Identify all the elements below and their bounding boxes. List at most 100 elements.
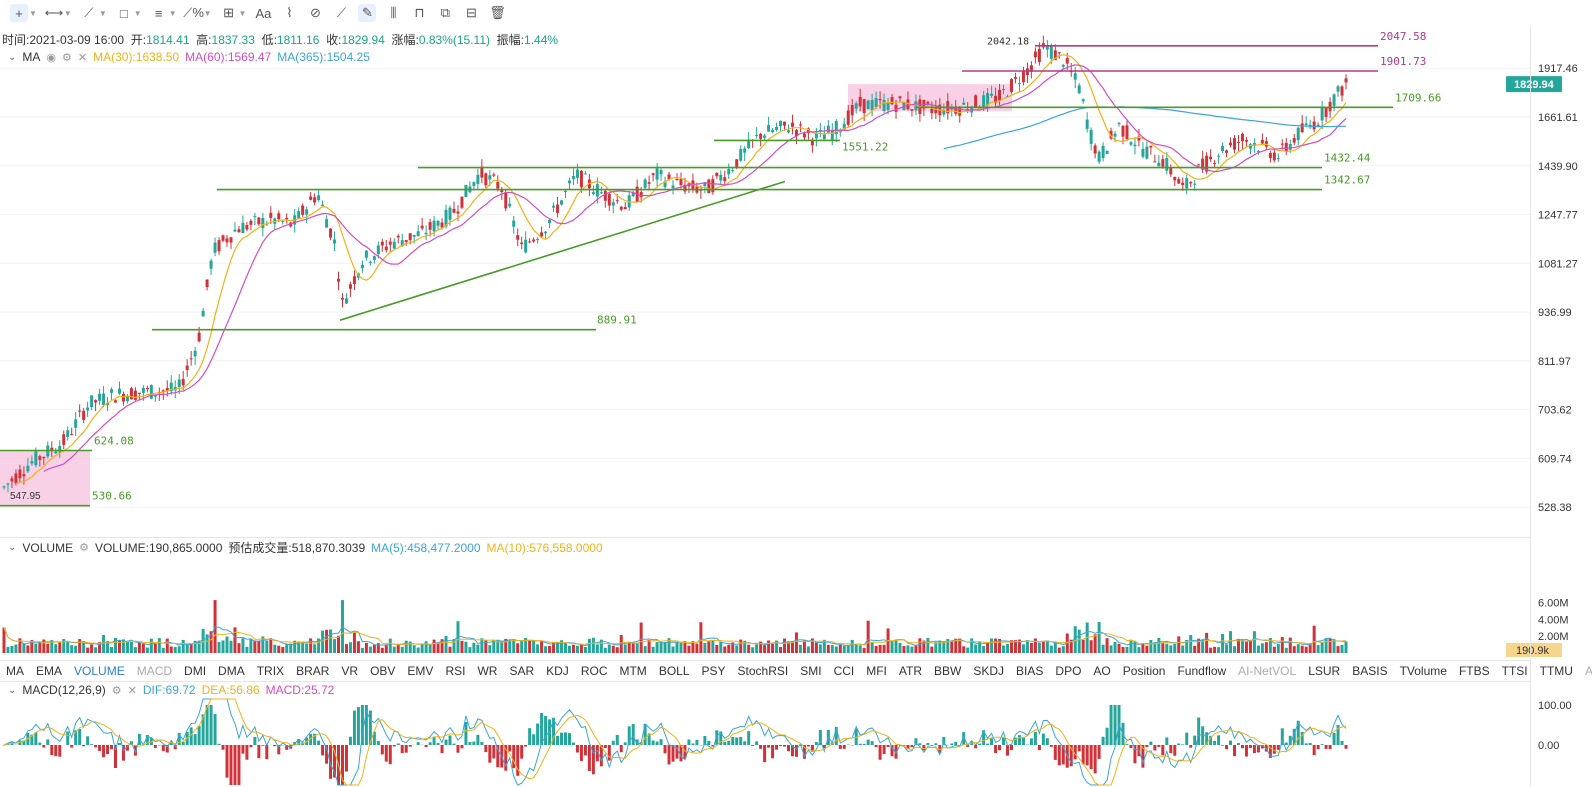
collapse-chevron-icon[interactable]: ⌄ (8, 684, 17, 696)
hide-drawings-button[interactable]: ⊟ (458, 2, 484, 24)
price-chart[interactable]: 1917.46 1661.61 1439.90 1247.77 1081.27 936.9… (0, 26, 1592, 538)
tab-trix[interactable]: TRIX (256, 664, 285, 678)
tab-psy[interactable]: PSY (701, 664, 726, 678)
dropdown-caret-icon[interactable]: ▼ (29, 8, 37, 18)
tab-tvolume[interactable]: TVolume (1399, 664, 1447, 678)
volume-chart[interactable]: 6.00M 4.00M 2.00M 190.9k (0, 553, 1592, 659)
tab-ma[interactable]: MA (6, 664, 24, 678)
dropdown-caret-icon[interactable]: ▼ (63, 8, 72, 18)
pattern-button[interactable]: ⌇ (276, 2, 302, 24)
ticks-button[interactable]: ⫼ (380, 2, 406, 24)
macd-bar (986, 743, 990, 745)
volume-bar (325, 629, 329, 653)
collapse-chevron-icon[interactable]: ⌄ (8, 51, 17, 63)
settings-icon[interactable]: ⚙ (79, 542, 89, 554)
macd-bar (1284, 742, 1288, 745)
macd-bar (651, 740, 655, 745)
macd-bar (512, 745, 516, 769)
tab-position[interactable]: Position (1122, 664, 1166, 678)
tab-rsi[interactable]: RSI (445, 664, 466, 678)
tab-dpo[interactable]: DPO (1055, 664, 1082, 678)
candle-body (1225, 150, 1229, 153)
volume-bar (432, 639, 436, 653)
tab-ao[interactable]: AO (1093, 664, 1111, 678)
dropdown-caret-icon[interactable]: ▼ (168, 8, 177, 18)
tab-boll[interactable]: BOLL (658, 664, 690, 678)
collapse-chevron-icon[interactable]: ⌄ (8, 542, 17, 553)
macd-bar (1109, 705, 1113, 745)
fibonacci-button[interactable]: ⟋% ▼ (181, 2, 216, 24)
dropdown-caret-icon[interactable]: ▼ (133, 8, 142, 18)
horizontal-ray-button[interactable]: ⟷ ▼ (41, 2, 76, 24)
tab-obv[interactable]: OBV (370, 664, 396, 678)
candle-body (205, 279, 209, 288)
macd-bar (783, 745, 787, 747)
close-icon[interactable]: ✕ (127, 684, 137, 697)
tab-mfi[interactable]: MFI (866, 664, 887, 678)
tab-ttsi[interactable]: TTSI (1501, 664, 1528, 678)
candle-body (368, 261, 372, 263)
volume-bar (253, 640, 257, 653)
tab-fundflow[interactable]: Fundflow (1177, 664, 1227, 678)
tab-vr[interactable]: VR (341, 664, 359, 678)
eye-icon[interactable]: ◉ (46, 51, 56, 64)
tab-stochrsi[interactable]: StochRSI (737, 664, 789, 678)
macd-chart[interactable]: 100.00 0.00 (0, 697, 1592, 787)
dropdown-caret-icon[interactable]: ▼ (238, 8, 247, 18)
tab-ema[interactable]: EMA (36, 664, 63, 678)
tab-sar[interactable]: SAR (509, 664, 535, 678)
tab-brar[interactable]: BRAR (296, 664, 330, 678)
dropdown-caret-icon[interactable]: ▼ (98, 8, 107, 18)
text-button[interactable]: Aa (250, 2, 276, 24)
volume-bar (356, 641, 360, 653)
close-icon[interactable]: ✕ (77, 51, 88, 64)
candle-body (237, 229, 241, 233)
volume-bar (125, 641, 129, 653)
tab-cci[interactable]: CCI (833, 664, 855, 678)
tab-emv[interactable]: EMV (407, 664, 434, 678)
candle-body (42, 457, 46, 459)
tab-dmi[interactable]: DMI (184, 664, 207, 678)
tab-dma[interactable]: DMA (218, 664, 245, 678)
tab-atr[interactable]: ATR (898, 664, 923, 678)
volume-bar (42, 639, 46, 653)
volume-bar (1193, 645, 1197, 653)
tab-volume[interactable]: VOLUME (74, 664, 125, 678)
tab-ftbs[interactable]: FTBS (1458, 664, 1490, 678)
volume-bar (201, 628, 205, 653)
volume-bar (78, 639, 82, 653)
tab-ttmu[interactable]: TTMU (1539, 664, 1573, 678)
tab-smi[interactable]: SMI (800, 664, 822, 678)
tab-skdj[interactable]: SKDJ (973, 664, 1005, 678)
settings-icon[interactable]: ⚙ (111, 684, 122, 697)
tab-basis[interactable]: BASIS (1352, 664, 1388, 678)
parallel-channel-button[interactable]: ≡ ▼ (146, 2, 181, 24)
tab-bbw[interactable]: BBW (934, 664, 962, 678)
tab-kdj[interactable]: KDJ (546, 664, 569, 678)
trendline-button[interactable]: ⟋ ▼ (76, 2, 111, 24)
copy-button[interactable]: ⧉ (432, 2, 458, 24)
delete-drawings-button[interactable]: 🗑 (484, 2, 510, 24)
tab-bias[interactable]: BIAS (1016, 664, 1044, 678)
macd-bar (910, 745, 914, 748)
ruler-button[interactable]: ⟋ (328, 2, 354, 24)
tab-macd[interactable]: MACD (136, 664, 173, 678)
measure-button[interactable]: ⊞ ▼ (216, 2, 251, 24)
macd-bar (1276, 745, 1280, 750)
draw-mode-button[interactable]: ✎ (354, 2, 380, 24)
tab-roc[interactable]: ROC (580, 664, 608, 678)
tab-wr[interactable]: WR (477, 664, 498, 678)
candle-body (364, 250, 368, 258)
dropdown-caret-icon[interactable]: ▼ (203, 8, 212, 18)
settings-icon[interactable]: ⚙ (62, 51, 72, 64)
tab-ai-bsi[interactable]: AI-BSI (1584, 664, 1592, 678)
tab-lsur[interactable]: LSUR (1308, 664, 1341, 678)
magnet-button[interactable]: ⊘ (302, 2, 328, 24)
rectangle-button[interactable]: □ ▼ (111, 2, 146, 24)
volume-bar (1201, 639, 1205, 653)
tab-mtm[interactable]: MTM (619, 664, 647, 678)
macd-bar (627, 726, 631, 745)
crosshair-button[interactable]: + ▼ (6, 2, 41, 24)
tab-ai-netvol[interactable]: AI-NetVOL (1238, 664, 1297, 678)
lock-button[interactable]: ⊓ (406, 2, 432, 24)
